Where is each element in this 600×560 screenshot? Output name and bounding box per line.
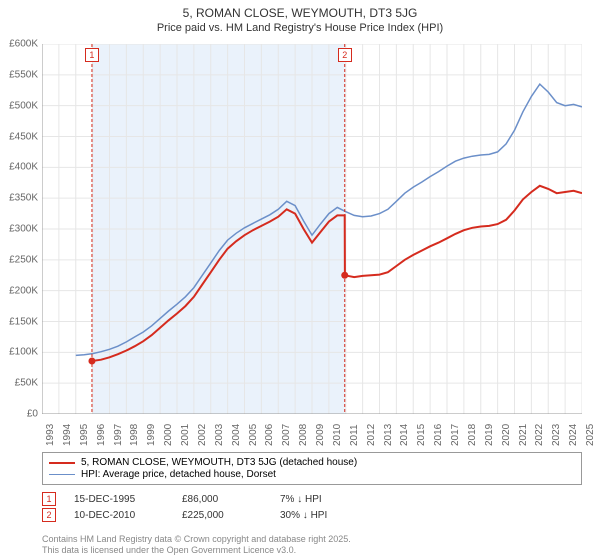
sale-marker-badge: 1	[85, 48, 99, 62]
y-tick-label: £150K	[9, 316, 38, 327]
x-tick-label: 2000	[163, 424, 174, 446]
y-tick-label: £200K	[9, 285, 38, 296]
legend-swatch	[49, 462, 75, 464]
y-tick-label: £600K	[9, 39, 38, 50]
sale-marker-badge: 2	[338, 48, 352, 62]
sale-badge: 2	[42, 508, 56, 522]
sale-date: 15-DEC-1995	[74, 494, 164, 505]
sale-row: 2 10-DEC-2010 £225,000 30% ↓ HPI	[42, 508, 360, 522]
y-tick-label: £300K	[9, 224, 38, 235]
chart-area	[42, 44, 582, 414]
x-tick-label: 2013	[383, 424, 394, 446]
page-title: 5, ROMAN CLOSE, WEYMOUTH, DT3 5JG	[0, 6, 600, 20]
x-tick-label: 1997	[113, 424, 124, 446]
y-tick-label: £0	[27, 409, 38, 420]
x-tick-label: 2002	[197, 424, 208, 446]
footer-line-2: This data is licensed under the Open Gov…	[42, 545, 351, 556]
sale-badge: 1	[42, 492, 56, 506]
sale-diff: 30% ↓ HPI	[280, 510, 360, 521]
x-tick-label: 2022	[534, 424, 545, 446]
x-tick-label: 2010	[332, 424, 343, 446]
sale-price: £86,000	[182, 494, 262, 505]
x-tick-label: 2012	[366, 424, 377, 446]
y-tick-label: £50K	[15, 378, 38, 389]
x-tick-label: 2006	[264, 424, 275, 446]
legend-item: HPI: Average price, detached house, Dors…	[49, 469, 575, 480]
sale-price: £225,000	[182, 510, 262, 521]
x-tick-label: 2011	[349, 424, 360, 446]
x-tick-label: 2017	[450, 424, 461, 446]
x-tick-label: 2025	[585, 424, 596, 446]
legend-label: 5, ROMAN CLOSE, WEYMOUTH, DT3 5JG (detac…	[81, 457, 357, 468]
x-axis-ticks: 1993 1994 1995 1996 1997 1998 1999 2000 2001 2002…	[42, 416, 582, 452]
sale-date: 10-DEC-2010	[74, 510, 164, 521]
y-tick-label: £100K	[9, 347, 38, 358]
x-tick-label: 2018	[467, 424, 478, 446]
legend-label: HPI: Average price, detached house, Dors…	[81, 469, 276, 480]
footer-line-1: Contains HM Land Registry data © Crown c…	[42, 534, 351, 545]
x-tick-label: 1994	[62, 424, 73, 446]
x-tick-label: 2007	[281, 424, 292, 446]
footer-text: Contains HM Land Registry data © Crown c…	[42, 534, 351, 557]
y-tick-label: £550K	[9, 69, 38, 80]
legend-swatch	[49, 474, 75, 475]
x-tick-label: 1995	[79, 424, 90, 446]
x-tick-label: 2019	[484, 424, 495, 446]
x-tick-label: 2021	[518, 424, 529, 446]
y-tick-label: £500K	[9, 100, 38, 111]
sales-table: 1 15-DEC-1995 £86,000 7% ↓ HPI 2 10-DEC-2010 £…	[42, 490, 360, 524]
x-tick-label: 2023	[551, 424, 562, 446]
sale-row: 1 15-DEC-1995 £86,000 7% ↓ HPI	[42, 492, 360, 506]
x-tick-label: 2004	[231, 424, 242, 446]
y-tick-label: £450K	[9, 131, 38, 142]
page-subtitle: Price paid vs. HM Land Registry's House …	[0, 22, 600, 34]
x-tick-label: 2024	[568, 424, 579, 446]
x-tick-label: 2008	[298, 424, 309, 446]
legend-item: 5, ROMAN CLOSE, WEYMOUTH, DT3 5JG (detac…	[49, 457, 575, 468]
x-tick-label: 2005	[248, 424, 259, 446]
x-tick-label: 2003	[214, 424, 225, 446]
sale-diff: 7% ↓ HPI	[280, 494, 360, 505]
x-tick-label: 1998	[129, 424, 140, 446]
x-tick-label: 2001	[180, 424, 191, 446]
x-tick-label: 2016	[433, 424, 444, 446]
x-tick-label: 1993	[45, 424, 56, 446]
chart-svg	[42, 44, 582, 414]
x-tick-label: 2009	[315, 424, 326, 446]
y-tick-label: £400K	[9, 162, 38, 173]
x-tick-label: 2020	[501, 424, 512, 446]
y-tick-label: £350K	[9, 193, 38, 204]
x-tick-label: 2015	[416, 424, 427, 446]
y-axis-ticks: £0£50K£100K£150K£200K£250K£300K£350K£400…	[0, 44, 42, 414]
x-tick-label: 2014	[399, 424, 410, 446]
x-tick-label: 1999	[146, 424, 157, 446]
y-tick-label: £250K	[9, 254, 38, 265]
legend: 5, ROMAN CLOSE, WEYMOUTH, DT3 5JG (detac…	[42, 452, 582, 485]
x-tick-label: 1996	[96, 424, 107, 446]
